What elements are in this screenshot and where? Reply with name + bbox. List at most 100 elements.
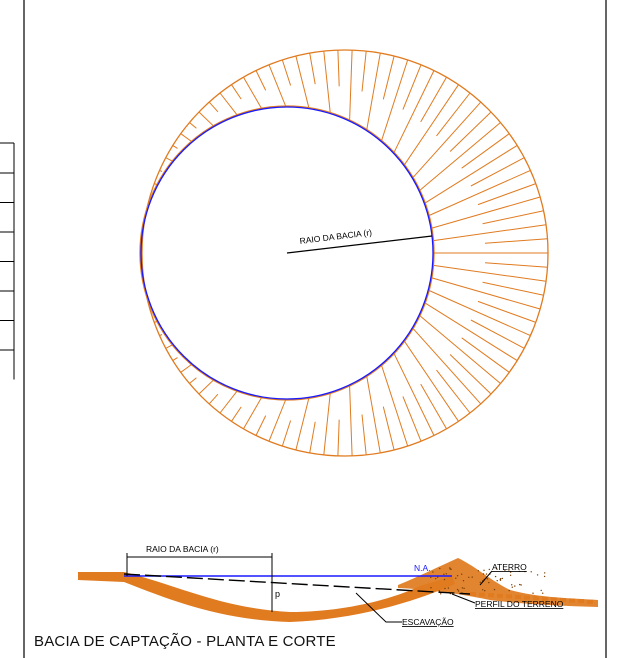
fill-dot [468,576,470,578]
hatch-ray [431,196,541,229]
fill-dot [484,590,486,592]
hatch-ray [420,76,447,123]
hatch-ray [449,111,492,152]
fill-dot [499,579,502,581]
hatch-ray [412,101,482,178]
hatch-ray [470,157,525,187]
fill-dot [447,587,450,589]
hatch-ray [172,357,178,362]
hatch-ray [419,122,501,191]
hatch-ray [243,397,262,430]
hatch-ray [323,393,331,455]
hatch-ray [428,169,531,216]
hatch-ray [381,59,409,141]
fill-dot [440,593,442,595]
hatch-ray [309,53,316,85]
fill-dot [482,573,485,575]
hatch-ray [180,364,192,373]
fill-dot [445,573,447,575]
fill-dot [508,589,510,592]
fill-dot [530,571,532,573]
fill-dot [542,592,544,594]
fill-dot [544,572,546,574]
fill-dot [437,576,439,578]
hatch-ray [436,369,471,414]
hatch-ray [433,224,547,242]
fill-dot [501,577,504,580]
terrain-leader [451,593,476,604]
embankment-outer-circle [141,49,549,457]
fill-dot [443,573,445,575]
fill-dot [494,575,497,578]
hatch-ray [484,262,548,268]
terrain-label: PERFIL DO TERRENO [475,599,564,609]
hatch-ray [337,50,340,87]
hatch-ray [366,376,381,453]
fill-dot [540,589,542,592]
fill-dot [495,567,498,570]
section-radius-label: RAIO DA BACIA (r) [146,544,219,554]
plan-view: RAIO DA BACIA (r) [139,49,549,457]
fill-dot [518,570,520,573]
hatch-ray [461,133,510,169]
hatch-ray [165,157,173,162]
hatch-ray [366,53,381,130]
fill-dot [471,576,473,578]
hatch-ray [419,315,501,384]
fill-dot [514,585,516,587]
fill-dot [456,588,459,591]
hatch-ray [281,420,292,447]
fill-dot [488,581,490,584]
hatch-ray [431,277,541,310]
fill-dot [519,583,521,586]
fill-dot [435,578,437,580]
hatch-ray [382,406,395,451]
hatch-ray [402,396,422,442]
fill-dot [461,573,463,575]
embankment-hatching [149,50,548,456]
fill-dot [430,587,432,589]
fill-dot [520,584,522,586]
hatch-ray [295,55,310,108]
fill-dot [462,580,465,582]
hatch-ray [189,377,197,384]
hatch-ray [231,406,242,422]
excavation-label: ESCAVAÇÃO [402,617,454,627]
fill-dot [536,574,539,576]
fill-dot [509,571,512,573]
hatch-ray [482,281,544,296]
hatch-ray [428,290,531,337]
fill-dot [432,571,434,573]
depth-label: p [275,589,280,599]
hatch-ray [433,264,547,282]
hatch-ray [219,92,238,116]
water-level-label: N.A. [414,563,431,573]
hatch-ray [393,353,435,436]
fill-dot [455,577,457,579]
hatch-ray [243,76,262,109]
hatch-ray [268,64,287,107]
fill-dot [524,570,526,573]
embankment-leader [479,570,493,586]
hatch-ray [349,385,353,456]
fill-dot [511,584,513,586]
fill-dot [477,570,480,572]
basin-water-circle [140,106,434,400]
fill-dot [438,590,441,592]
hatch-ray [382,55,395,100]
fill-dot [482,589,484,591]
hatch-ray [461,337,510,373]
hatch-ray [420,383,447,430]
hatch-ray [255,415,267,436]
hatch-ray [268,399,287,442]
fill-dot [443,578,446,581]
fill-dot [493,588,496,591]
fill-dot [543,575,546,578]
excavation-band [78,572,455,622]
hatch-ray [349,50,353,121]
hatch-ray [281,59,292,86]
hatch-ray [219,390,238,414]
hatch-ray [404,341,459,422]
fill-dot [508,569,510,571]
fill-dot [485,573,488,575]
